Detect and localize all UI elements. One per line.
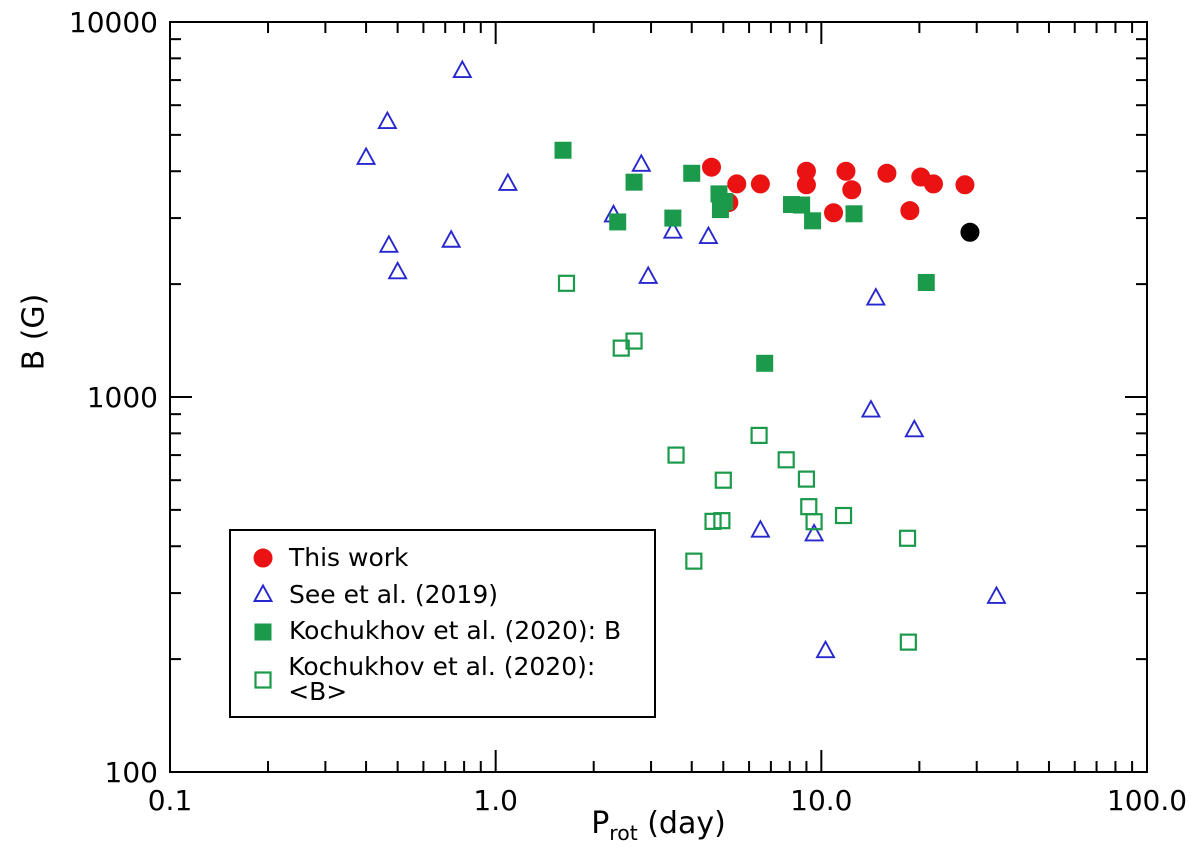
data-point-marker [815, 639, 836, 659]
legend-marker-filled-square [245, 617, 281, 645]
legend-item-kochukhov-mean-b: Kochukhov et al. (2020): <B> [245, 654, 654, 704]
data-point-marker [497, 172, 518, 191]
data-point-marker [842, 180, 862, 200]
data-point-marker [750, 519, 771, 538]
data-point-marker [796, 175, 816, 195]
data-point-marker [986, 585, 1007, 604]
data-point-marker [254, 623, 272, 641]
data-point-marker [877, 163, 897, 183]
data-point-marker [845, 205, 863, 223]
data-point-marker [750, 174, 770, 194]
data-point-marker [904, 418, 925, 438]
data-point-marker [609, 213, 627, 231]
legend-item-kochukhov-b: Kochukhov et al. (2020): B [245, 617, 654, 645]
legend-marker-open-square [245, 665, 280, 693]
legend-item-this-work: This work [245, 543, 654, 571]
legend-item-see-2019: See et al. (2019) [245, 580, 654, 608]
data-point-marker [727, 174, 747, 194]
x-axis-label-pre: P [591, 806, 610, 841]
y-axis-label: B (G) [16, 293, 52, 371]
x-axis-label-post: (day) [637, 806, 726, 841]
series-3-points [557, 274, 917, 651]
data-point-marker [441, 229, 462, 248]
data-point-marker [667, 446, 685, 464]
legend-marker-glyph [252, 583, 274, 603]
data-point-marker [253, 548, 273, 568]
data-point-marker [800, 498, 818, 516]
data-point-marker [834, 506, 853, 525]
legend-label-kochukhov-mean-b: Kochukhov et al. (2020): <B> [288, 651, 596, 706]
data-point-marker [900, 201, 920, 221]
data-point-marker [625, 173, 643, 191]
x-tick-label: 1.0 [473, 784, 518, 817]
data-point-marker [960, 222, 980, 242]
data-point-marker [252, 583, 274, 603]
data-point-marker [631, 153, 652, 172]
data-point-marker [756, 354, 774, 372]
data-point-marker [698, 225, 719, 245]
data-point-marker [898, 529, 917, 547]
data-point-marker [557, 274, 576, 292]
data-point-marker [387, 260, 408, 280]
data-point-marker [377, 110, 398, 130]
legend-label-see-2019: See et al. (2019) [289, 579, 498, 609]
data-point-marker [836, 161, 856, 181]
data-point-marker [860, 399, 882, 418]
y-tick-label: 1000 [87, 381, 158, 414]
data-point-marker [662, 220, 683, 239]
data-point-marker [865, 287, 886, 306]
legend-marker-glyph [253, 548, 273, 568]
legend-marker-glyph [253, 671, 272, 689]
data-point-marker [683, 164, 701, 182]
data-point-marker [711, 201, 729, 219]
data-point-marker [625, 332, 643, 350]
data-point-marker [713, 512, 731, 530]
x-tick-label: 100.0 [1107, 784, 1187, 817]
data-point-marker [355, 146, 377, 165]
tick-labels: 0.1 1.0 10.0 100.0 100 1000 10000 [69, 6, 1187, 817]
data-point-marker [805, 513, 823, 531]
series-4-points [960, 222, 980, 242]
data-point-marker [824, 203, 844, 223]
data-point-marker [702, 157, 722, 177]
data-point-marker [378, 234, 399, 253]
data-point-marker [804, 212, 822, 230]
data-point-marker [917, 273, 935, 291]
data-point-marker [253, 671, 272, 689]
legend-label-this-work: This work [289, 542, 409, 572]
data-point-marker [638, 265, 659, 284]
data-point-marker [704, 512, 722, 530]
data-point-marker [554, 141, 572, 159]
x-axis-label: Prot (day) [170, 806, 1147, 845]
legend-marker-filled-circle [245, 543, 281, 571]
legend: This work See et al. (2019) Kochukhov et… [229, 529, 656, 718]
y-tick-label: 10000 [69, 6, 158, 39]
data-point-marker [777, 451, 795, 469]
legend-marker-open-triangle [245, 580, 281, 608]
data-point-marker [803, 522, 825, 542]
data-point-marker [685, 552, 703, 570]
data-point-marker [923, 174, 943, 194]
data-point-marker [750, 426, 768, 444]
data-point-marker [664, 209, 682, 227]
y-tick-label: 100 [105, 756, 158, 789]
data-point-marker [797, 470, 816, 488]
x-tick-label: 0.1 [148, 784, 193, 817]
series-0-points [702, 157, 975, 223]
x-tick-label: 10.0 [790, 784, 852, 817]
data-point-marker [452, 59, 473, 78]
data-point-marker [899, 633, 917, 651]
tick-marks [169, 21, 1148, 773]
x-axis-label-sub: rot [609, 821, 638, 845]
legend-marker-glyph [254, 623, 272, 641]
data-point-marker [793, 196, 811, 214]
series-2-points [554, 141, 935, 372]
data-point-marker [714, 471, 732, 489]
data-point-marker [955, 175, 975, 195]
legend-label-kochukhov-b: Kochukhov et al. (2020): B [289, 616, 622, 646]
